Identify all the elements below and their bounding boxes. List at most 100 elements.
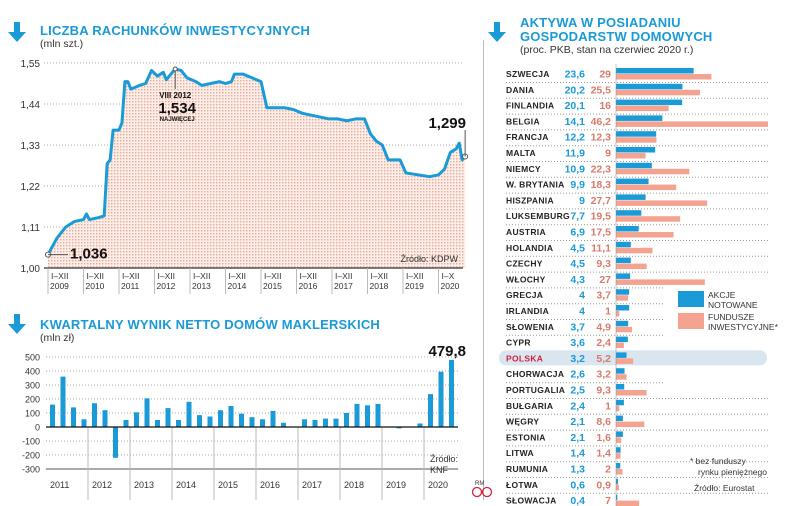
x-tick-label: 2011 <box>121 281 140 291</box>
x-tick-label: 2019 <box>405 281 424 291</box>
bar <box>438 371 444 427</box>
country-label: BUŁGARIA <box>506 401 553 411</box>
fundusze-bar <box>616 200 708 206</box>
bar <box>81 419 87 427</box>
bar <box>260 419 265 427</box>
source-label: KNF <box>430 465 449 475</box>
akcje-value: 9 <box>579 195 585 207</box>
bar <box>449 359 454 427</box>
fundusze-bar <box>616 247 653 254</box>
x-tick-label: 2013 <box>134 480 154 490</box>
fundusze-value: 27 <box>599 274 611 286</box>
fundusze-value: 19,5 <box>591 211 612 223</box>
x-tick-label: 2018 <box>344 480 364 490</box>
country-label: ŁOTWA <box>506 480 538 490</box>
x-tick-label: 2015 <box>218 480 238 490</box>
fundusze-value: 9 <box>605 148 611 160</box>
fundusze-bar <box>616 469 623 475</box>
x-tick-label: 2015 <box>263 281 282 291</box>
fundusze-bar <box>616 216 681 222</box>
fundusze-value: 2,4 <box>596 337 611 349</box>
country-label: MALTA <box>506 148 536 158</box>
fundusze-value: 16 <box>599 100 611 112</box>
x-tick-label: 2013 <box>192 281 211 291</box>
country-label: LUKSEMBURG <box>506 211 570 221</box>
x-tick-label: 2017 <box>334 281 353 291</box>
akcje-bar <box>616 447 621 453</box>
akcje-bar <box>616 210 642 216</box>
divider <box>483 40 484 500</box>
akcje-bar <box>616 241 631 248</box>
fundusze-bar <box>616 390 647 396</box>
fundusze-value: 9,3 <box>596 385 611 397</box>
x-tick-label: I–XII <box>122 271 139 281</box>
fundusze-bar <box>616 421 645 428</box>
bar <box>144 398 150 427</box>
x-tick-label: I–XII <box>229 271 246 281</box>
fundusze-value: 12,3 <box>591 132 612 144</box>
y-tick-label: 0 <box>35 423 40 433</box>
bar <box>113 427 118 458</box>
x-tick-label: 2018 <box>370 281 389 291</box>
akcje-bar <box>616 131 657 137</box>
country-label: POLSKA <box>506 353 543 363</box>
akcje-value: 9,9 <box>570 179 585 191</box>
akcje-value: 2,4 <box>570 400 585 412</box>
country-label: WŁOCHY <box>506 274 546 284</box>
x-tick-label: 2016 <box>260 480 280 490</box>
bar <box>71 407 76 427</box>
bar <box>281 422 286 427</box>
y-tick-label: 400 <box>25 367 40 377</box>
akcje-bar <box>616 257 631 264</box>
y-tick-label: 1,44 <box>21 100 41 111</box>
marker <box>172 66 178 72</box>
fundusze-bar <box>616 500 640 506</box>
fundusze-bar <box>616 295 629 301</box>
source-label: Źródło: KDPW <box>400 254 458 264</box>
x-tick-label: I–XII <box>87 271 104 281</box>
y-tick-label: 1,11 <box>21 223 40 234</box>
legend-label: AKCJE <box>708 290 736 300</box>
source-label: Źródło: <box>430 454 458 464</box>
akcje-value: 4,5 <box>570 258 585 270</box>
bar <box>344 413 349 427</box>
country-label: HOLANDIA <box>506 243 553 253</box>
akcje-bar <box>616 352 627 358</box>
legend-label: INWESTYCYJNE* <box>708 322 779 332</box>
country-label: WĘGRY <box>506 417 539 427</box>
akcje-bar <box>616 415 623 422</box>
fundusze-value: 29 <box>599 69 611 81</box>
akcje-value: 20,2 <box>565 84 586 96</box>
bar <box>228 406 234 427</box>
bar <box>270 410 276 427</box>
arrow-down-icon <box>488 22 506 42</box>
bar-chart-title: KWARTALNY WYNIK NETTO DOMÓW MAKLERSKICH <box>40 317 381 332</box>
akcje-value: 3,7 <box>570 321 585 333</box>
bar <box>92 403 97 427</box>
akcje-value: 11,9 <box>565 148 585 160</box>
akcje-value: 10,9 <box>565 163 586 175</box>
akcje-bar <box>616 83 683 90</box>
fundusze-bar <box>616 437 622 443</box>
fundusze-value: 7 <box>605 495 611 506</box>
akcje-value: 0,6 <box>570 479 585 491</box>
fundusze-value: 22,3 <box>591 163 612 175</box>
akcje-bar <box>616 162 652 169</box>
bar <box>239 413 244 427</box>
x-tick-label: I–XII <box>193 271 210 281</box>
bar <box>323 418 328 427</box>
bar <box>50 404 55 427</box>
country-label: CYPR <box>506 338 531 348</box>
fundusze-value: 1 <box>605 306 611 318</box>
akcje-value: 6,9 <box>570 227 585 239</box>
x-tick-label: 2020 <box>428 480 448 490</box>
fundusze-value: 1 <box>605 400 611 412</box>
akcje-bar <box>616 147 656 153</box>
y-tick-label: 1,00 <box>21 264 41 275</box>
x-tick-label: 2016 <box>299 281 318 291</box>
akcje-bar <box>616 99 683 106</box>
bar <box>176 420 181 427</box>
legend-swatch-akcje <box>678 291 704 307</box>
x-tick-label: 2017 <box>302 480 322 490</box>
footnote: rynku pieniężnego <box>698 467 767 477</box>
